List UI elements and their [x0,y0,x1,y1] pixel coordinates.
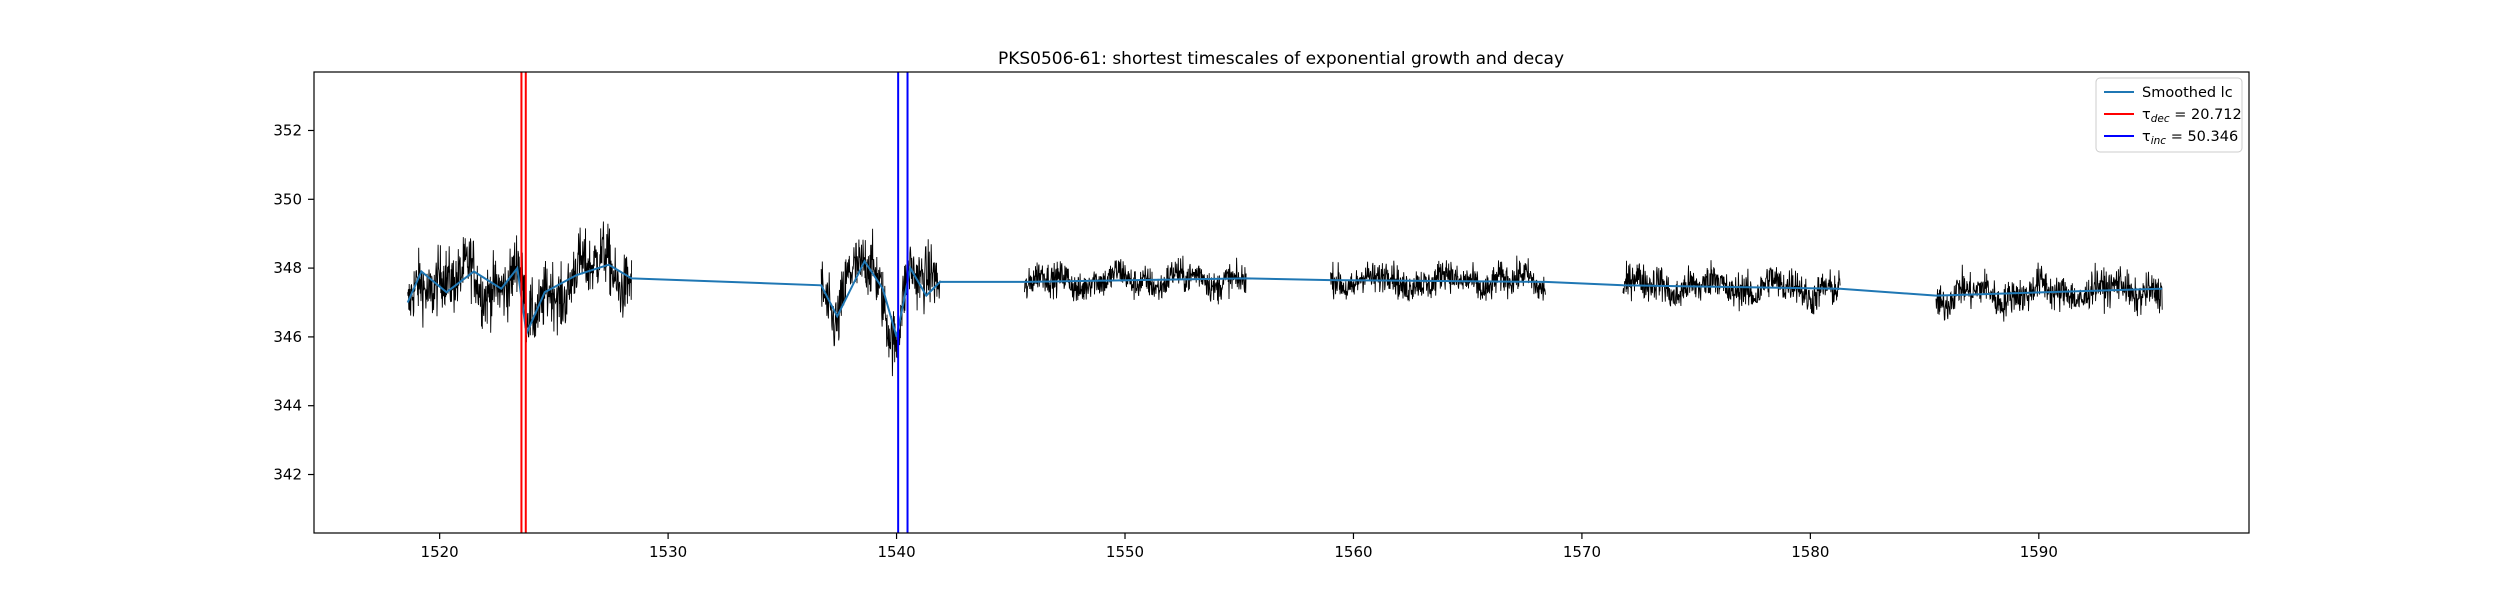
x-tick-label: 1530 [649,543,687,561]
raw-lightcurve-segment [1935,262,2163,322]
smoothed-lightcurve-group [406,259,2163,338]
chart-title: PKS0506-61: shortest timescales of expon… [998,49,1564,69]
x-tick-label: 1580 [1791,543,1829,561]
x-tick-label: 1540 [877,543,915,561]
x-tick-label: 1570 [1563,543,1601,561]
y-tick-label: 342 [273,466,302,484]
y-tick-label: 352 [273,121,302,139]
axes-frame [313,71,2250,534]
x-axis: 1520 1530 1540 1550 1560 1570 1580 1590 [421,533,2058,561]
raw-lightcurve-segment [820,228,941,377]
timescale-lines-group [520,72,909,533]
legend-box [2095,77,2243,153]
raw-lightcurve-group [407,221,2163,377]
y-axis: 342 344 346 348 350 352 [273,121,314,484]
legend: Smoothed lc τdec = 20.712 τinc = 50.346 [2095,77,2243,153]
y-tick-label: 346 [273,328,302,346]
legend-label-tau_inc: τinc = 50.346 [2142,129,2238,147]
y-tick-label: 350 [273,190,302,208]
legend-label-smoothed: Smoothed lc [2142,85,2233,101]
raw-lightcurve-segment [1024,255,1247,305]
x-tick-label: 1590 [2020,543,2058,561]
y-tick-label: 348 [273,259,302,277]
y-tick-label: 344 [273,397,302,415]
raw-lightcurve-segment [1330,255,1546,302]
x-tick-label: 1560 [1334,543,1372,561]
x-tick-label: 1520 [421,543,459,561]
legend-label-tau_dec: τdec = 20.712 [2142,107,2242,125]
raw-lightcurve-segment [1622,260,1841,315]
x-tick-label: 1550 [1106,543,1144,561]
smoothed-lightcurve-line [406,259,2163,338]
